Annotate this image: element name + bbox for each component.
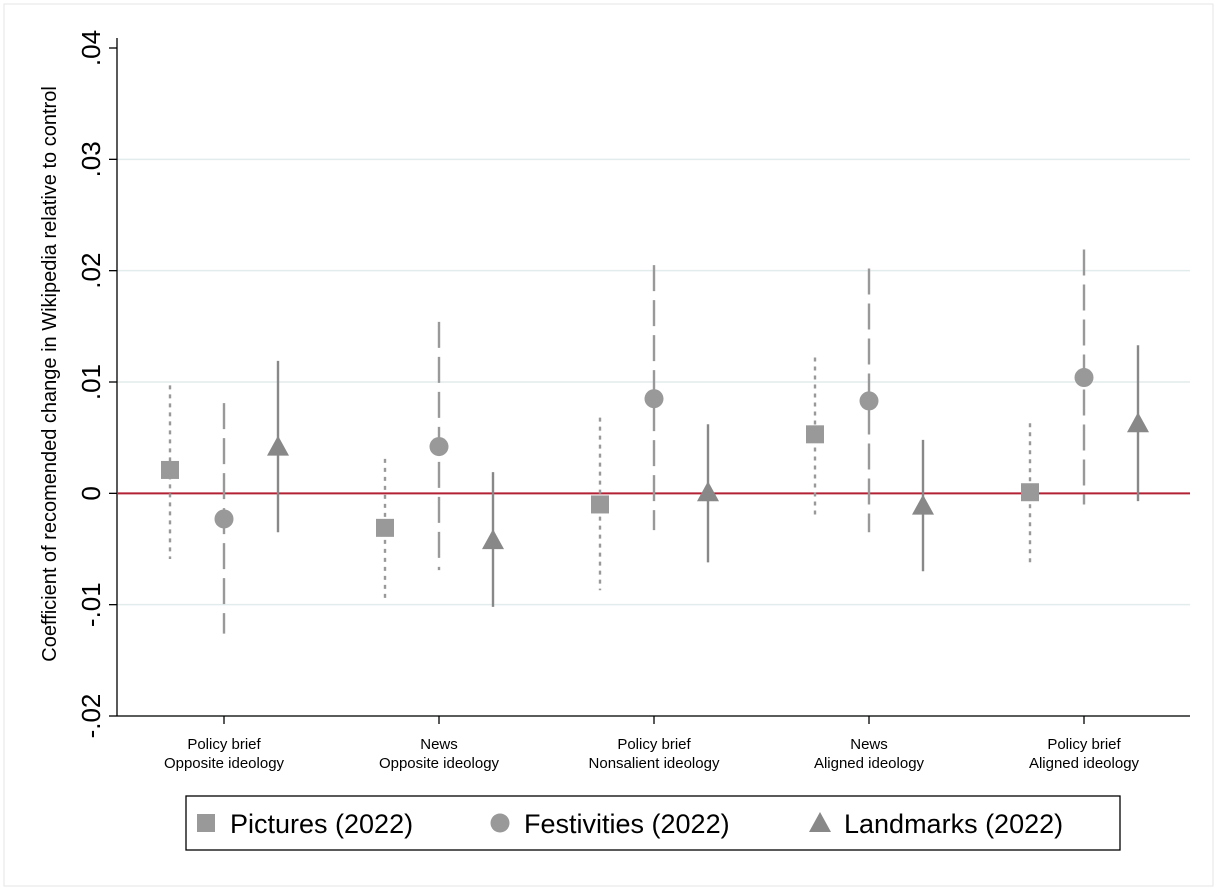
landmarks-2022-triangle-marker [697, 481, 719, 502]
x-tick-label: Policy brief [1047, 736, 1121, 753]
x-tick-label: Aligned ideology [814, 755, 925, 772]
outer-frame [3, 3, 1214, 887]
legend-label: Landmarks (2022) [844, 809, 1063, 839]
pictures-2022-square-marker [161, 460, 179, 479]
y-tick-label: .01 [76, 364, 106, 400]
x-tick-label: News [420, 736, 458, 753]
pictures-2022-square-marker [1021, 483, 1039, 502]
y-axis-label: Coefficient of recomended change in Wiki… [39, 86, 61, 662]
festivities-2022-circle-marker [429, 437, 449, 457]
y-tick-label: .04 [76, 30, 106, 66]
landmarks-2022-triangle-marker [482, 529, 504, 550]
landmarks-2022-triangle-marker [1127, 412, 1149, 433]
axes: -.02 -.01 0 .01 .02 .03 .04 Policy brief Opposit… [76, 30, 1190, 772]
x-tick-label: Aligned ideology [1029, 755, 1140, 772]
pictures-2022-square-marker [591, 495, 609, 514]
y-tick-label: .02 [76, 253, 106, 289]
pictures-2022-square-marker [376, 518, 394, 537]
legend-box [185, 795, 1121, 851]
legend-festivities-2022-circle-marker [490, 813, 510, 833]
x-tick-label: Opposite ideology [379, 755, 500, 772]
legend-label: Pictures (2022) [230, 809, 413, 839]
y-tick-label: 0 [76, 486, 106, 500]
y-tick-label: -.02 [76, 694, 106, 739]
festivities-2022-circle-marker [1074, 368, 1094, 388]
x-tick-label: Policy brief [617, 736, 691, 753]
festivities-2022-circle-marker [859, 391, 879, 411]
legend-pictures-2022-square-marker [197, 814, 215, 832]
y-tick-label: -.01 [76, 582, 106, 627]
x-tick-label: News [850, 736, 888, 753]
legend-landmarks-2022-triangle-marker [809, 812, 831, 832]
x-tick-label: Policy brief [187, 736, 261, 753]
x-tick-label: Opposite ideology [164, 755, 285, 772]
landmarks-2022-triangle-marker [267, 435, 289, 456]
x-tick-label: Nonsalient ideology [589, 755, 720, 772]
festivities-2022-circle-marker [644, 389, 664, 409]
festivities-2022-circle-marker [214, 509, 234, 529]
landmarks-2022-triangle-marker [912, 494, 934, 515]
pictures-2022-square-marker [806, 425, 824, 444]
y-tick-label: .03 [76, 141, 106, 177]
plot-marks [161, 249, 1149, 634]
legend: Pictures (2022) Festivities (2022) Landmar… [185, 795, 1121, 851]
legend-label: Festivities (2022) [524, 809, 730, 839]
